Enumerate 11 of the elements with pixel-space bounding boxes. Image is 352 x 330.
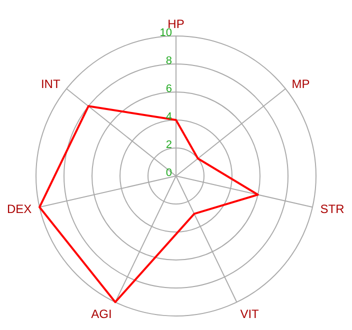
spoke-label: STR (320, 202, 345, 216)
y-tick-label: 10 (160, 27, 172, 39)
spoke-label: MP (292, 76, 310, 91)
y-tick-label: 0 (166, 167, 172, 179)
y-tick-label: 8 (166, 55, 172, 67)
y-tick-label: 6 (166, 83, 172, 95)
y-tick-label: 2 (166, 139, 172, 151)
spoke-label: AGI (91, 306, 112, 321)
spoke-label: INT (40, 76, 61, 91)
spoke-label: DEX (7, 202, 32, 216)
spoke-label: VIT (240, 306, 260, 321)
